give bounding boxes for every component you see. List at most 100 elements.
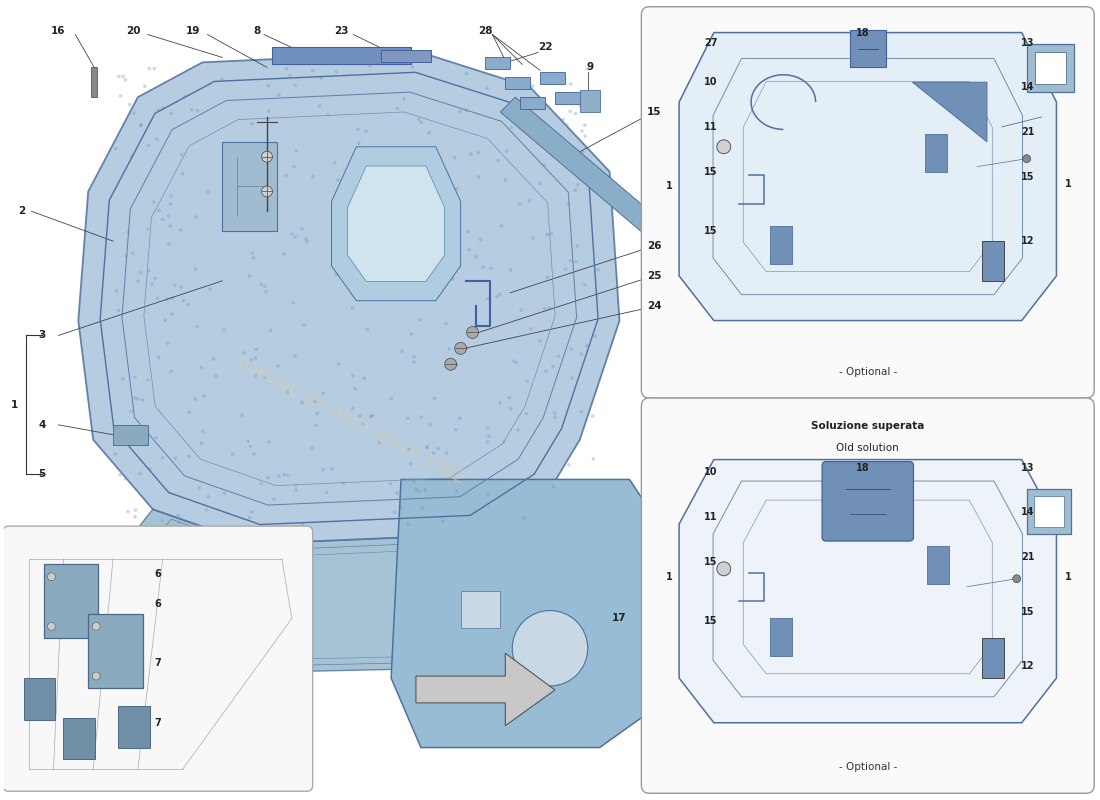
- Circle shape: [509, 126, 513, 129]
- Circle shape: [285, 67, 288, 70]
- Circle shape: [136, 398, 140, 401]
- Circle shape: [592, 457, 595, 461]
- Circle shape: [168, 202, 173, 206]
- Circle shape: [300, 522, 305, 526]
- Circle shape: [507, 85, 510, 89]
- Circle shape: [573, 189, 578, 192]
- Circle shape: [417, 118, 421, 122]
- Circle shape: [503, 440, 506, 444]
- Circle shape: [469, 152, 473, 156]
- Polygon shape: [113, 425, 147, 445]
- Circle shape: [337, 178, 340, 182]
- Circle shape: [543, 163, 547, 167]
- Circle shape: [194, 267, 197, 271]
- Circle shape: [404, 197, 407, 201]
- Circle shape: [409, 462, 412, 466]
- Bar: [118, 706, 150, 747]
- Circle shape: [117, 309, 120, 312]
- Circle shape: [207, 495, 210, 498]
- Circle shape: [263, 375, 266, 379]
- Circle shape: [585, 67, 588, 70]
- Circle shape: [507, 396, 512, 399]
- Circle shape: [549, 232, 553, 235]
- Circle shape: [286, 474, 289, 477]
- Circle shape: [214, 374, 218, 378]
- Circle shape: [187, 410, 191, 414]
- Circle shape: [485, 86, 490, 90]
- Circle shape: [262, 186, 273, 197]
- Circle shape: [576, 183, 580, 186]
- Circle shape: [305, 240, 309, 243]
- Circle shape: [454, 428, 458, 431]
- Circle shape: [262, 151, 273, 162]
- Circle shape: [574, 260, 578, 263]
- Circle shape: [248, 274, 252, 278]
- Circle shape: [338, 274, 341, 278]
- FancyBboxPatch shape: [3, 526, 312, 791]
- Circle shape: [155, 297, 160, 300]
- Circle shape: [310, 446, 314, 450]
- Circle shape: [119, 473, 122, 477]
- Circle shape: [334, 70, 339, 74]
- Text: 11: 11: [704, 122, 717, 132]
- Circle shape: [182, 299, 185, 302]
- Circle shape: [478, 238, 482, 242]
- Circle shape: [252, 256, 255, 259]
- Circle shape: [519, 309, 522, 312]
- Circle shape: [487, 434, 491, 438]
- Circle shape: [238, 218, 241, 222]
- Circle shape: [260, 282, 263, 286]
- Circle shape: [321, 391, 324, 395]
- Circle shape: [397, 179, 400, 183]
- Text: 15: 15: [704, 557, 717, 567]
- Circle shape: [128, 103, 132, 106]
- Circle shape: [179, 286, 183, 289]
- Circle shape: [264, 290, 267, 294]
- Circle shape: [444, 451, 448, 455]
- Circle shape: [113, 452, 118, 456]
- Circle shape: [207, 190, 210, 194]
- Circle shape: [294, 354, 297, 358]
- Text: 20: 20: [125, 26, 140, 35]
- Text: 4: 4: [39, 420, 46, 430]
- Bar: [982, 638, 1004, 678]
- Circle shape: [426, 261, 429, 265]
- Circle shape: [114, 289, 118, 293]
- Circle shape: [266, 84, 271, 87]
- Circle shape: [458, 417, 461, 420]
- Circle shape: [320, 76, 323, 80]
- Circle shape: [403, 97, 406, 101]
- Circle shape: [570, 377, 574, 380]
- Circle shape: [566, 202, 571, 206]
- Text: 16: 16: [52, 26, 66, 35]
- Circle shape: [412, 355, 416, 358]
- Circle shape: [321, 468, 324, 471]
- Circle shape: [169, 194, 173, 198]
- Circle shape: [432, 451, 436, 455]
- Circle shape: [429, 422, 432, 426]
- Circle shape: [717, 140, 730, 154]
- Circle shape: [154, 277, 157, 280]
- Circle shape: [515, 361, 518, 364]
- Circle shape: [292, 301, 295, 305]
- Circle shape: [132, 111, 135, 115]
- Text: passion for parts since 1982: passion for parts since 1982: [234, 352, 469, 488]
- Circle shape: [378, 204, 382, 208]
- Circle shape: [565, 123, 569, 126]
- Circle shape: [569, 82, 572, 86]
- Polygon shape: [505, 78, 530, 89]
- Circle shape: [186, 302, 190, 306]
- Circle shape: [351, 406, 354, 410]
- Circle shape: [498, 401, 502, 405]
- Circle shape: [531, 84, 535, 88]
- Circle shape: [464, 72, 469, 75]
- Circle shape: [436, 447, 440, 450]
- Circle shape: [368, 414, 373, 418]
- Circle shape: [147, 66, 151, 70]
- Text: 23: 23: [334, 26, 349, 35]
- Circle shape: [464, 109, 469, 112]
- Circle shape: [526, 379, 529, 383]
- Circle shape: [569, 110, 572, 114]
- Circle shape: [92, 622, 100, 630]
- Bar: [580, 90, 600, 112]
